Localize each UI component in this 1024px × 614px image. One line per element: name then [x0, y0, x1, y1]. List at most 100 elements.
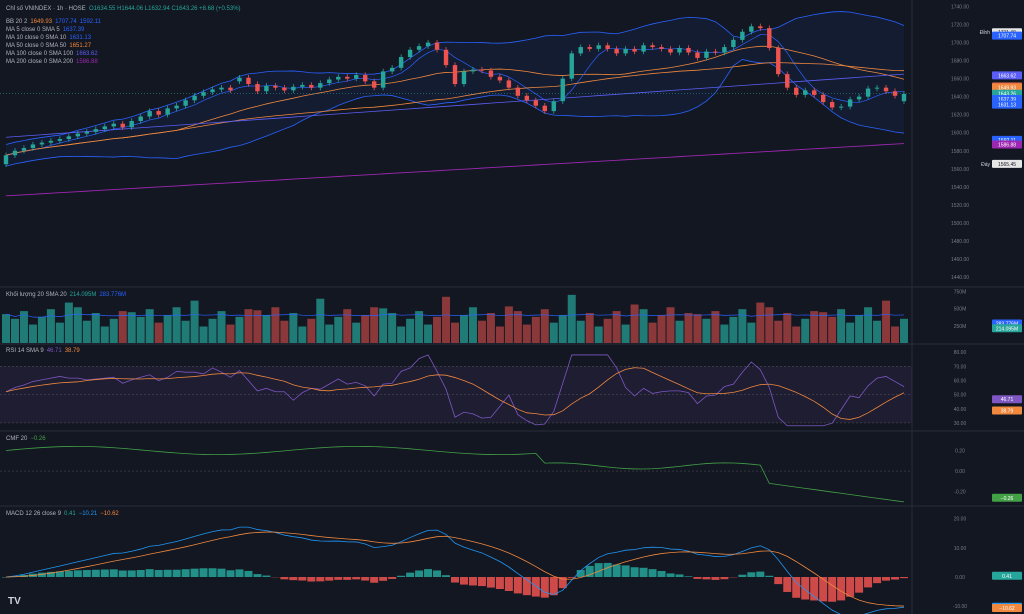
cmf-legend[interactable]: CMF 20 −0.26: [6, 436, 46, 442]
price-tick-label: 1580.00: [951, 149, 969, 155]
candle-body: [371, 81, 377, 88]
candle-body: [551, 101, 556, 112]
candle-body: [165, 108, 170, 115]
candle-body: [470, 69, 476, 72]
candle-body: [3, 155, 9, 165]
volume-bar: [163, 314, 172, 343]
volume-bar: [585, 313, 594, 343]
candle-body: [398, 56, 404, 68]
volume-bar: [370, 307, 379, 343]
macd-histogram-bar: [451, 577, 459, 583]
macd-tick-label: -10.00: [953, 604, 967, 610]
macd-histogram-bar: [837, 577, 846, 601]
macd-histogram-bar: [154, 569, 163, 577]
price-axis-label: 1565.45: [992, 159, 1022, 168]
macd-histogram-bar: [343, 577, 352, 580]
legend-ma200[interactable]: MA 200 close 0 SMA 200 1586.88: [6, 59, 98, 65]
volume-bar: [540, 309, 549, 343]
candle-body: [300, 84, 305, 87]
candle-body: [560, 78, 565, 102]
macd-histogram-bar: [765, 575, 774, 577]
volume-bar: [451, 322, 459, 343]
candle-body: [847, 99, 853, 107]
rsi-axis-label-bg: [992, 406, 1022, 415]
legend-ma5[interactable]: MA 5 close 0 SMA 5 1637.39: [6, 27, 85, 33]
macd-histogram-bar: [181, 569, 190, 577]
candle-body: [48, 140, 54, 143]
candle-body: [452, 65, 458, 85]
rsi-sma-line: [5, 367, 905, 420]
macd-legend[interactable]: MACD 12 26 close 9 0.41 −10.21 −10.62: [6, 511, 119, 517]
candle-body: [883, 87, 889, 92]
volume-sma-line: [5, 313, 905, 318]
tradingview-logo-icon[interactable]: TV: [8, 596, 21, 607]
macd-histogram-bar: [846, 577, 855, 597]
macd-histogram-bar: [639, 567, 648, 577]
macd-histogram-bar: [289, 577, 298, 581]
rsi-axis-label-text: 46.71: [1001, 397, 1014, 403]
volume-bar: [235, 316, 244, 343]
volume-bar: [873, 320, 882, 343]
macd-histogram-bar: [738, 574, 747, 577]
legend-ma100[interactable]: MA 100 close 0 SMA 100 1663.62: [6, 51, 98, 57]
rsi-legend[interactable]: RSI 14 SMA 9 46.71 38.79: [6, 348, 80, 354]
volume-bar: [720, 324, 729, 343]
volume-axis-label-text: 214.095M: [996, 326, 1018, 332]
volume-bar: [307, 318, 316, 343]
macd-histogram-bar: [190, 568, 199, 577]
volume-bar: [603, 318, 612, 343]
volume-bar: [522, 324, 531, 343]
macd-histogram-bar: [433, 570, 442, 577]
volume-bar: [639, 309, 648, 343]
candle-body: [596, 45, 601, 49]
volume-legend[interactable]: Khối lượng 20 SMA 20 214.095M 283.776M: [6, 292, 127, 298]
volume-bar: [253, 310, 262, 343]
volume-bar: [208, 318, 217, 343]
volume-bar: [388, 313, 397, 343]
macd-histogram-bar: [594, 563, 603, 577]
volume-bar: [846, 322, 855, 343]
volume-bar: [801, 318, 810, 343]
candle-body: [309, 84, 314, 88]
legend-ma10[interactable]: MA 10 close 0 SMA 10 1631.13: [6, 35, 92, 41]
volume-bar: [666, 307, 675, 343]
volume-bar: [343, 309, 352, 343]
volume-bar: [298, 326, 307, 343]
price-axis-label: 1631.13: [992, 100, 1022, 109]
candle-body: [138, 116, 143, 122]
legend-ma50[interactable]: MA 50 close 0 SMA 50 1651.27: [6, 43, 92, 49]
volume-bar: [648, 322, 657, 343]
volume-bar: [28, 324, 37, 343]
volume-bar: [558, 314, 567, 343]
candle-body: [219, 87, 224, 90]
legend-bb[interactable]: BB 20 2 1649.93 1707.74 1592.11: [6, 19, 102, 25]
macd-histogram-bar: [118, 570, 127, 577]
volume-bar: [864, 307, 873, 343]
macd-histogram-bar: [486, 577, 495, 588]
price-tick-label: 1600.00: [951, 131, 969, 137]
candle-body: [803, 90, 808, 95]
volume-bar: [244, 309, 253, 343]
price-axis-label: 1586.88: [992, 140, 1022, 149]
macd-histogram-bar: [468, 577, 477, 586]
candle-body: [722, 47, 727, 53]
volume-bar: [271, 307, 280, 343]
rsi-tick-label: 70.00: [954, 364, 967, 370]
candle-body: [713, 51, 718, 53]
candle-body: [75, 133, 81, 137]
candle-body: [623, 48, 628, 54]
bollinger-lower-line: [5, 59, 905, 167]
price-tick-label: 1680.00: [951, 59, 969, 65]
price-axis-label-bg: [992, 83, 1022, 92]
candle-body: [345, 76, 350, 79]
macd-histogram-bar: [567, 577, 576, 578]
macd-histogram-bar: [684, 576, 693, 577]
volume-bar: [576, 320, 585, 343]
price-axis-label: 1649.93: [992, 83, 1022, 92]
ohlc-low: L1632.94: [144, 6, 170, 12]
volume-bar: [828, 316, 837, 343]
macd-histogram-bar: [774, 577, 783, 585]
ohlc-open: O1634.55: [89, 6, 116, 12]
candle-body: [318, 83, 323, 88]
